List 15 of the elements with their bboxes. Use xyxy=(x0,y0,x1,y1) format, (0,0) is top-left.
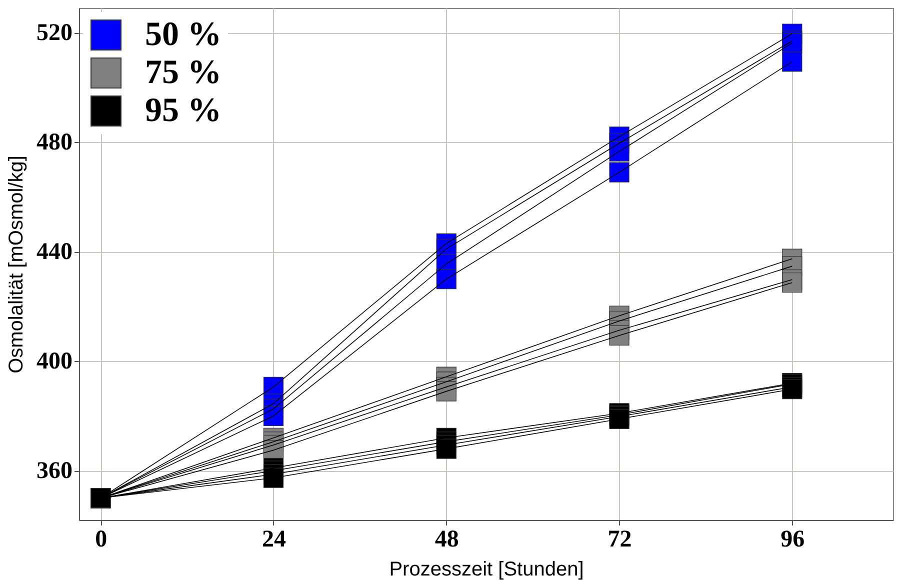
legend-label: 75 % xyxy=(145,54,222,91)
legend-label: 50 % xyxy=(145,16,222,53)
y-tick-label: 360 xyxy=(36,458,72,484)
y-tick-label: 520 xyxy=(36,20,72,46)
x-tick-label: 0 xyxy=(95,526,108,552)
x-tick-label: 24 xyxy=(262,526,286,552)
x-tick-label: 96 xyxy=(780,526,805,552)
y-tick-label: 400 xyxy=(36,348,72,375)
y-tick-label: 440 xyxy=(36,239,72,266)
x-tick-label: 72 xyxy=(608,526,632,552)
x-tick-label: 48 xyxy=(434,526,459,552)
legend-label: 95 % xyxy=(145,92,222,129)
y-tick-label: 480 xyxy=(36,130,72,156)
y-axis-title: Osmolalität [mOsmol/kg] xyxy=(6,156,28,374)
x-axis-title: Prozesszeit [Stunden] xyxy=(389,558,584,580)
